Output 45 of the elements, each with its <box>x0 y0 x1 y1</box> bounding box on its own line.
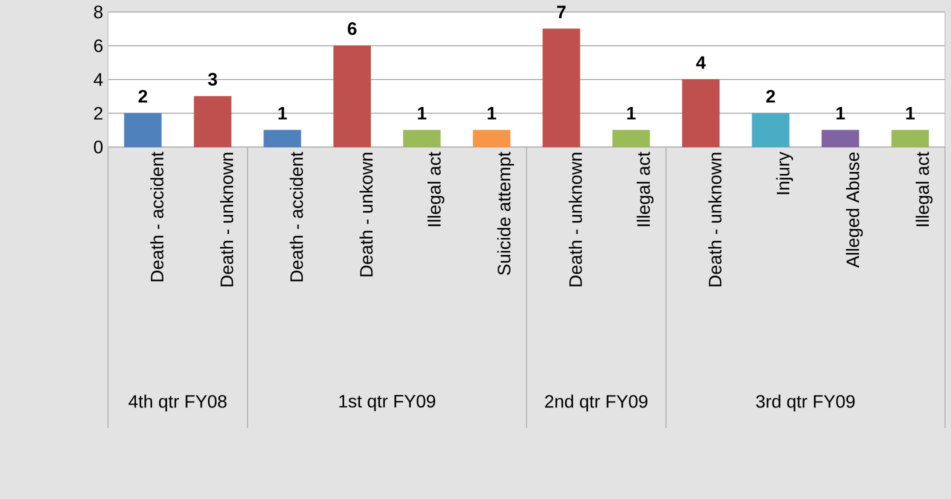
bar <box>333 45 371 148</box>
x-tick-label: Death - accident <box>290 152 303 282</box>
x-tick-label: Death - unknown <box>220 152 234 286</box>
data-label: 2 <box>766 90 775 103</box>
text: 3rd qtr FY09 <box>756 394 855 412</box>
data-label: 1 <box>418 107 426 120</box>
text: 1st qtr FY09 <box>339 394 436 412</box>
x-tick-label: Death - unknown <box>568 152 582 286</box>
text: 4th qtr FY08 <box>128 394 226 412</box>
data-label: 6 <box>348 22 356 36</box>
x-tick-label: Death - unknown <box>708 152 722 286</box>
data-label: 1 <box>906 107 915 120</box>
text: 2nd qtr FY09 <box>545 394 648 412</box>
bar <box>682 79 720 148</box>
x-tick-label: Alleged Abuse <box>846 152 863 268</box>
bar <box>822 130 860 148</box>
y-tick-label: 4 <box>94 73 103 86</box>
data-label: 1 <box>836 107 845 120</box>
bar <box>542 28 580 148</box>
data-label: 1 <box>278 107 287 120</box>
data-label: 7 <box>557 6 566 18</box>
y-tick-label: 2 <box>94 106 102 120</box>
x-tick-label: Illegal act <box>636 152 654 226</box>
bar <box>891 130 929 148</box>
bar <box>472 130 510 148</box>
x-tick-label: Illegal act <box>427 152 444 226</box>
bar <box>194 96 232 148</box>
y-tick-label: 0 <box>94 140 103 154</box>
x-tick-label: Suicide attempt <box>497 152 514 275</box>
x-tick-label: Injury <box>776 152 794 194</box>
data-label: 4 <box>696 56 706 69</box>
data-label: 1 <box>488 107 496 120</box>
data-label: 3 <box>208 72 217 86</box>
bar <box>264 130 302 148</box>
data-label: 1 <box>627 107 636 120</box>
data-label: 2 <box>138 90 148 103</box>
bar <box>403 130 441 148</box>
x-tick-label: Illegal act <box>916 152 933 226</box>
x-tick-label: Death - unkown <box>360 152 373 276</box>
y-tick-label: 6 <box>94 39 103 52</box>
bar <box>752 112 790 148</box>
bar <box>612 130 650 148</box>
x-tick-label: Death - accident <box>150 152 164 282</box>
y-tick-label: 8 <box>94 6 103 18</box>
bar <box>124 112 162 148</box>
